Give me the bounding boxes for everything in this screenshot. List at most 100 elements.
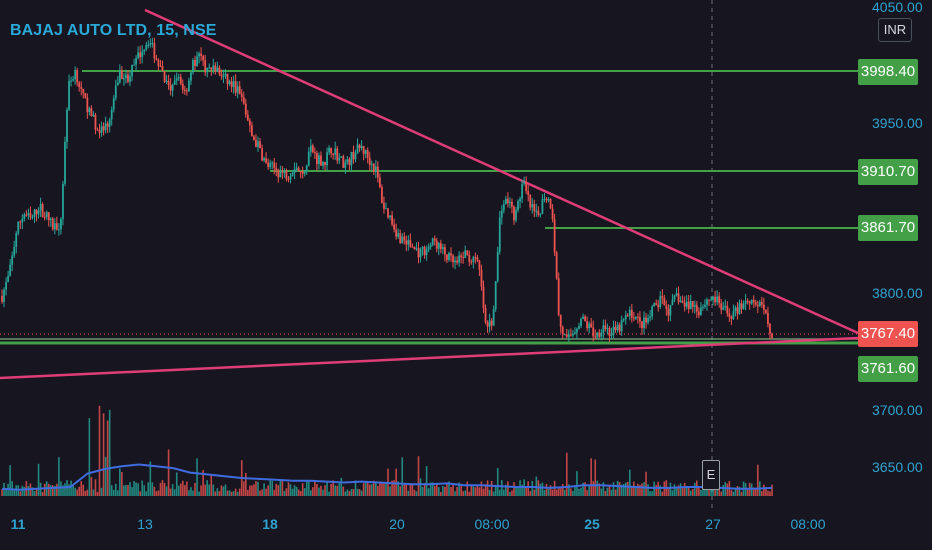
candle-body [557, 278, 560, 315]
candle-body [96, 129, 99, 131]
volume-bar [320, 485, 322, 496]
candle-body [669, 304, 672, 316]
volume-bar [669, 482, 672, 496]
candle-body [543, 198, 546, 200]
volume-bar [322, 489, 324, 496]
candle-body [313, 152, 316, 154]
candle-body [53, 223, 56, 230]
volume-bar [326, 481, 328, 496]
currency-button[interactable]: INR [878, 18, 912, 42]
volume-bar [486, 480, 489, 496]
volume-bar [301, 483, 304, 496]
candle-body [647, 317, 649, 323]
candle-body [297, 167, 300, 172]
volume-bar [273, 489, 276, 496]
symbol-title[interactable]: BAJAJ AUTO LTD, 15, NSE [10, 22, 217, 39]
volume-bar [51, 485, 54, 496]
candle-body [584, 316, 586, 322]
candle-body [523, 182, 526, 184]
candle-body [183, 89, 186, 91]
candle-body [767, 312, 769, 325]
candle-body [641, 321, 643, 329]
volume-bar [222, 486, 225, 496]
candle-body [555, 252, 558, 279]
candle-body [366, 150, 369, 158]
candle-body [253, 136, 255, 141]
earnings-event-marker[interactable]: E [702, 460, 720, 490]
candle-body [681, 300, 684, 303]
volume-bar [253, 484, 255, 496]
candle-body [439, 243, 442, 250]
candle-body [446, 254, 448, 260]
volume-bar [293, 485, 296, 496]
volume-bar [238, 488, 241, 496]
candle-body [267, 162, 270, 167]
volume-bar [452, 484, 454, 496]
volume-bar [407, 490, 410, 496]
volume-bar [679, 483, 682, 496]
candle-body [509, 201, 511, 204]
volume-bar [125, 484, 127, 496]
volume-bar [397, 481, 399, 496]
candle-body [385, 208, 387, 210]
volume-bar [147, 482, 150, 496]
candle-body [645, 317, 647, 323]
volume-bar [419, 478, 422, 496]
candle-body [639, 317, 641, 322]
volume-bar [633, 481, 635, 496]
volume-bar [409, 483, 412, 496]
volume-bar [651, 491, 653, 496]
candle-body [492, 309, 495, 326]
volume-bar [541, 482, 544, 496]
candle-body [307, 151, 310, 166]
volume-bar [618, 481, 621, 496]
volume-bar [557, 487, 560, 496]
volume-bar [356, 488, 359, 496]
volume-bar [456, 486, 458, 496]
candle-body [285, 170, 288, 179]
volume-bar [216, 488, 219, 496]
volume-bar [112, 489, 115, 496]
volume-bar [700, 489, 702, 496]
candle-body [232, 81, 235, 87]
volume-bar [588, 486, 590, 496]
volume-bar [637, 483, 639, 496]
volume-bar [110, 485, 113, 496]
candle-body [259, 141, 261, 149]
volume-bar [165, 486, 168, 496]
candle-body [271, 162, 274, 164]
candle-body [468, 254, 471, 262]
candle-body [578, 326, 580, 329]
price-label-3998: 3998.40 [858, 59, 918, 85]
volume-bar [440, 491, 442, 496]
candle-body [309, 145, 312, 152]
candle-body [118, 70, 121, 83]
candle-body [517, 201, 519, 211]
candle-body [70, 80, 72, 82]
volume-bar [117, 490, 119, 496]
candle-body [301, 171, 304, 174]
volume-bar [561, 484, 564, 496]
volume-bar [509, 491, 511, 496]
volume-bar [572, 491, 574, 496]
volume-bar [175, 472, 178, 496]
candle-body [250, 125, 253, 137]
volume-bar [559, 488, 562, 496]
volume-bar [405, 483, 408, 496]
candle-body [27, 213, 30, 216]
candle-body [612, 326, 615, 335]
candle-body [39, 203, 42, 211]
candle-body [673, 295, 676, 300]
volume-bar [383, 483, 385, 496]
volume-bar [344, 491, 347, 496]
candle-body [153, 42, 156, 59]
volume-bar [381, 481, 383, 496]
candle-body [159, 66, 162, 68]
candle-body [181, 83, 184, 90]
candle-body [429, 244, 432, 247]
candle-body [598, 332, 601, 337]
candle-body [393, 224, 396, 230]
candle-body [545, 198, 548, 201]
candle-body [630, 309, 633, 318]
